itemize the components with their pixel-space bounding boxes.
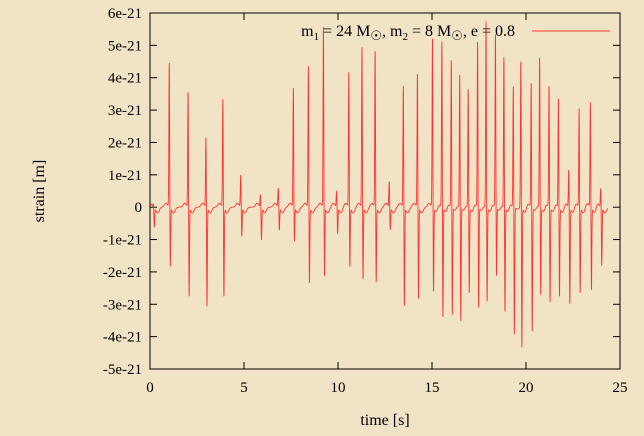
- x-tick-label: 10: [331, 380, 346, 396]
- x-tick: 10: [331, 13, 346, 396]
- y-tick-label: -4e-21: [103, 330, 142, 346]
- y-tick-label: 5e-21: [108, 38, 142, 54]
- x-axis-ticks: 0 5 10 15 20 25: [146, 13, 628, 396]
- x-tick: 20: [519, 13, 534, 396]
- y-axis-ticks: 6e-21 5e-21 4e-21 3e-21 2e-21 1e-21 0 -1e-21 -2e…: [103, 6, 620, 378]
- x-tick-label: 5: [240, 380, 248, 396]
- x-tick: 0: [146, 13, 154, 396]
- y-tick: -3e-21: [103, 297, 620, 313]
- plot-frame: [149, 12, 621, 370]
- x-tick-label: 20: [519, 380, 534, 396]
- y-tick: -4e-21: [103, 330, 620, 346]
- x-axis-label: time [s]: [360, 412, 409, 429]
- sun-symbol-icon: ☉: [370, 28, 382, 43]
- y-tick-label: 2e-21: [108, 135, 142, 151]
- y-tick: -5e-21: [103, 362, 620, 378]
- x-tick-label: 15: [425, 380, 440, 396]
- y-tick-label: -1e-21: [103, 233, 142, 249]
- legend-entry-label: m1 = 24 M☉, m2 = 8 M☉, e = 0.8: [301, 23, 515, 43]
- y-tick: 6e-21: [108, 6, 620, 22]
- legend-eq2: = 8 M: [408, 23, 451, 40]
- y-tick-label: -2e-21: [103, 265, 142, 281]
- x-tick-label: 25: [613, 380, 628, 396]
- y-tick-label: 1e-21: [108, 168, 142, 184]
- legend-m2-sub: 2: [402, 31, 408, 43]
- y-tick: 4e-21: [108, 71, 620, 87]
- y-tick-label: 6e-21: [108, 6, 142, 22]
- legend-eq1: = 24 M: [319, 23, 370, 40]
- y-tick: -1e-21: [103, 233, 620, 249]
- y-tick-label: -5e-21: [103, 362, 142, 378]
- y-tick: 5e-21: [108, 38, 620, 54]
- y-tick: 2e-21: [108, 135, 620, 151]
- x-tick: 25: [613, 13, 628, 396]
- x-tick-label: 0: [146, 380, 154, 396]
- y-tick-label: 4e-21: [108, 71, 142, 87]
- y-tick-label: 3e-21: [108, 103, 142, 119]
- legend-m2: , m: [382, 23, 403, 40]
- y-tick: 3e-21: [108, 103, 620, 119]
- sun-symbol-icon: ☉: [451, 28, 463, 43]
- legend-m1-sub: 1: [314, 31, 320, 43]
- y-tick: 1e-21: [108, 168, 620, 184]
- legend-m1: m: [301, 23, 314, 40]
- y-tick-label: 0: [135, 200, 143, 216]
- legend: m1 = 24 M☉, m2 = 8 M☉, e = 0.8: [301, 23, 610, 43]
- x-tick: 5: [240, 13, 248, 396]
- y-tick: -2e-21: [103, 265, 620, 281]
- y-axis-label: strain [m]: [31, 160, 48, 223]
- x-tick: 15: [425, 13, 440, 396]
- series-line-strain: [150, 21, 609, 348]
- legend-e: , e = 0.8: [463, 23, 515, 40]
- y-tick-label: -3e-21: [103, 297, 142, 313]
